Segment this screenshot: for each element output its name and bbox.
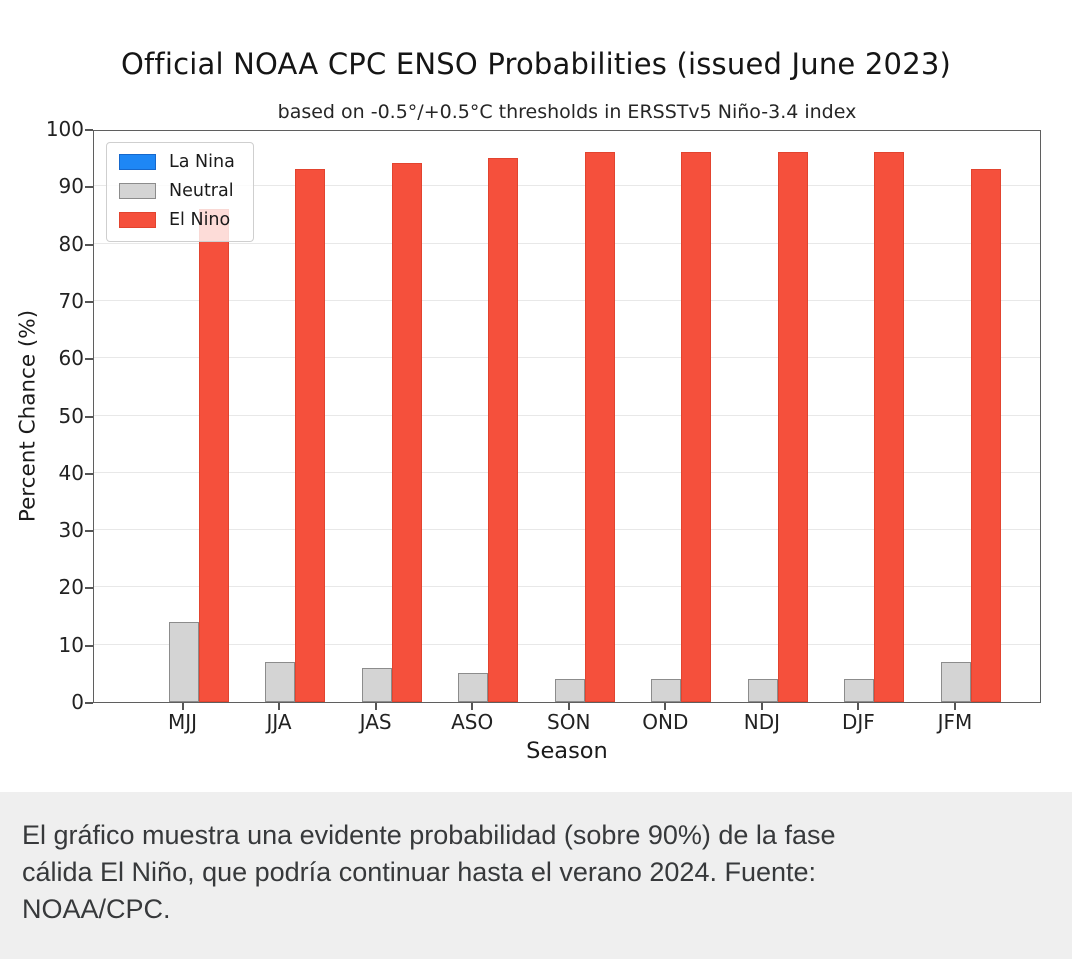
legend-item-la-nina: La Nina — [119, 152, 235, 172]
bar-el-nino-ond — [681, 151, 712, 702]
legend-item-el-nino: El Nino — [119, 210, 235, 230]
bar-el-nino-djf — [874, 151, 905, 702]
gridline — [94, 185, 1040, 187]
ytick-label: 70 — [58, 288, 84, 313]
xtick-mark — [953, 703, 956, 710]
bar-el-nino-ndj — [777, 151, 808, 702]
xtick-label: OND — [642, 710, 689, 734]
ytick-label: 90 — [58, 174, 84, 199]
ytick-mark — [85, 358, 93, 361]
ytick-mark — [85, 472, 93, 475]
chart-subtitle: based on -0.5°/+0.5°C thresholds in ERSS… — [277, 101, 857, 123]
x-axis-label: Season — [526, 738, 608, 764]
ytick-label: 0 — [71, 690, 84, 714]
xtick-mark — [374, 703, 377, 710]
xtick-label: MJJ — [167, 710, 198, 734]
ytick-mark — [85, 530, 93, 533]
xtick-label: JFM — [937, 710, 973, 734]
gridline — [94, 643, 1040, 645]
ytick-mark — [85, 702, 93, 704]
ytick-mark — [85, 186, 93, 189]
bar-el-nino-mjj — [198, 209, 229, 702]
ytick-mark — [85, 300, 93, 303]
legend-item-neutral: Neutral — [119, 181, 235, 201]
gridline — [94, 529, 1040, 531]
bar-neutral-djf — [844, 679, 875, 702]
enso-probability-chart: Official NOAA CPC ENSO Probabilities (is… — [15, 47, 1041, 764]
bar-neutral-ond — [651, 679, 682, 702]
xtick-mark — [857, 703, 860, 710]
bar-el-nino-aso — [488, 157, 519, 702]
legend: La Nina Neutral El Nino — [106, 142, 254, 242]
ytick-mark — [85, 129, 93, 131]
gridline — [94, 357, 1040, 359]
bar-el-nino-jfm — [970, 169, 1001, 702]
xtick-label: JJA — [266, 710, 292, 734]
xtick-label: SON — [547, 710, 591, 734]
bar-neutral-jja — [265, 661, 296, 702]
bar-neutral-mjj — [168, 621, 199, 702]
xtick-mark — [760, 703, 763, 710]
caption-line: El gráfico muestra una evidente probabil… — [22, 820, 836, 850]
bar-neutral-jfm — [940, 661, 971, 702]
bar-neutral-ndj — [747, 679, 778, 702]
legend-label-la-nina: La Nina — [169, 152, 235, 172]
xtick-label: ASO — [451, 710, 494, 734]
xtick-label: JAS — [359, 710, 392, 734]
bar-el-nino-jas — [391, 163, 422, 702]
xtick-mark — [278, 703, 281, 710]
bar-neutral-jas — [361, 667, 392, 702]
ytick-label: 10 — [58, 632, 84, 657]
legend-label-neutral: Neutral — [169, 181, 234, 201]
legend-swatch-el-nino — [119, 212, 156, 228]
ytick-mark — [85, 243, 93, 246]
gridline — [94, 471, 1040, 473]
xtick-mark — [567, 703, 570, 710]
ytick-label: 20 — [58, 575, 84, 600]
legend-swatch-la-nina — [119, 154, 156, 170]
gridline — [94, 586, 1040, 588]
plot-area: La Nina Neutral El Nino — [93, 130, 1041, 703]
bar-neutral-aso — [458, 673, 489, 702]
caption: El gráfico muestra una evidente probabil… — [0, 792, 1072, 959]
ytick-label: 100 — [45, 117, 84, 141]
ytick-mark — [85, 415, 93, 418]
gridline — [94, 299, 1040, 301]
legend-label-el-nino: El Nino — [169, 210, 231, 230]
ytick-mark — [85, 587, 93, 590]
xtick-mark — [664, 703, 667, 710]
ytick-label: 50 — [58, 403, 84, 428]
xtick-mark — [181, 703, 184, 710]
caption-line: cálida El Niño, que podría continuar has… — [22, 857, 817, 887]
chart-title: Official NOAA CPC ENSO Probabilities (is… — [120, 47, 952, 81]
xtick-label: NDJ — [743, 710, 780, 734]
xtick-mark — [471, 703, 474, 710]
ytick-label: 60 — [58, 346, 84, 371]
ytick-mark — [85, 644, 93, 647]
ytick-label: 30 — [58, 518, 84, 543]
xtick-label: DJF — [842, 710, 875, 734]
bar-el-nino-jja — [295, 169, 326, 702]
gridline — [94, 242, 1040, 244]
ytick-label: 80 — [58, 231, 84, 256]
bar-el-nino-son — [584, 151, 615, 702]
ytick-label: 40 — [58, 460, 84, 485]
gridline — [94, 414, 1040, 416]
caption-line: NOAA/CPC. — [22, 894, 171, 924]
legend-swatch-neutral — [119, 183, 156, 199]
bar-neutral-son — [554, 679, 585, 702]
